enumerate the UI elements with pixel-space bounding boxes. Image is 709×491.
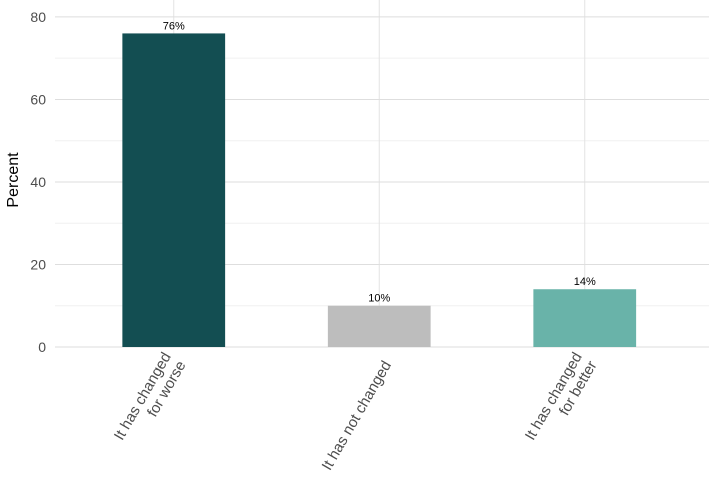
y-tick-label: 80 — [30, 9, 46, 25]
value-label: 14% — [574, 276, 596, 288]
y-tick-label: 40 — [30, 174, 46, 190]
x-tick-label: It has changedfor better — [522, 349, 601, 451]
y-tick-label: 60 — [30, 91, 46, 107]
y-axis-title: Percent — [5, 152, 22, 208]
x-tick-label: It has not changed — [319, 358, 395, 473]
bar — [533, 289, 637, 347]
bar — [122, 33, 226, 347]
value-label: 76% — [163, 20, 185, 32]
value-label: 10% — [368, 293, 390, 305]
y-tick-label: 0 — [38, 339, 46, 355]
x-tick-label: It has changedfor worse — [111, 350, 190, 452]
bar — [327, 305, 431, 347]
y-tick-label: 20 — [30, 256, 46, 272]
